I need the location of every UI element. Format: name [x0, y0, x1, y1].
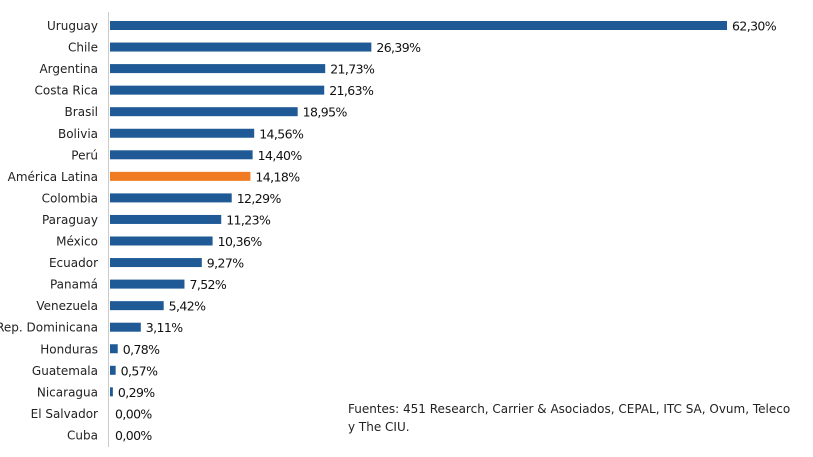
- category-label: Panamá: [50, 278, 98, 292]
- category-label: Nicaragua: [37, 385, 98, 399]
- category-label: Guatemala: [32, 364, 98, 378]
- bar: [110, 344, 118, 354]
- data-label: 21,63%: [329, 83, 374, 98]
- bar: [110, 42, 372, 52]
- category-label: Rep. Dominicana: [0, 321, 98, 335]
- category-label: Venezuela: [36, 299, 98, 313]
- data-label: 62,30%: [732, 19, 777, 34]
- category-labels: Uruguay Chile Argentina Costa Rica Brasil Bol…: [0, 19, 98, 442]
- bar: [110, 64, 326, 74]
- category-label: Bolivia: [58, 127, 98, 141]
- bar: [110, 171, 251, 181]
- bars: [110, 21, 727, 397]
- bar: [110, 193, 232, 203]
- category-label: Chile: [68, 41, 98, 55]
- bar: [110, 301, 164, 311]
- category-label: Paraguay: [42, 213, 98, 227]
- category-label: Honduras: [40, 342, 98, 356]
- bar: [110, 214, 222, 224]
- bar: [110, 85, 325, 95]
- category-label: Ecuador: [49, 256, 98, 270]
- bar: [110, 128, 255, 138]
- bar: [110, 365, 116, 375]
- source-note: Fuentes: 451 Research, Carrier & Asociad…: [348, 402, 791, 434]
- data-label: 0,78%: [123, 342, 160, 357]
- data-label: 14,56%: [259, 126, 304, 141]
- category-label: El Salvador: [31, 407, 98, 421]
- data-label: 14,18%: [255, 169, 300, 184]
- data-label: 0,00%: [115, 406, 152, 421]
- data-label: 0,00%: [115, 428, 152, 443]
- category-label: Uruguay: [47, 19, 98, 33]
- data-label: 11,23%: [226, 212, 271, 227]
- category-label: Brasil: [65, 105, 98, 119]
- category-label: Cuba: [67, 428, 98, 442]
- bar: [110, 387, 113, 397]
- bar: [110, 107, 298, 117]
- bar: [110, 279, 185, 289]
- category-label: Colombia: [42, 191, 98, 205]
- data-label: 5,42%: [169, 299, 206, 314]
- category-label: Costa Rica: [35, 84, 98, 98]
- data-label: 21,73%: [330, 62, 375, 77]
- category-label: América Latina: [8, 170, 98, 184]
- category-label: Perú: [71, 148, 98, 162]
- category-label: Argentina: [39, 62, 98, 76]
- data-label: 3,11%: [146, 320, 183, 335]
- bar: [110, 322, 141, 332]
- bar: [110, 236, 213, 246]
- category-label: México: [56, 235, 98, 249]
- data-label: 7,52%: [189, 277, 226, 292]
- bar: [110, 258, 202, 268]
- bar: [110, 21, 727, 30]
- data-label: 12,29%: [237, 191, 282, 206]
- value-labels: 62,30% 26,39%21,73% 21,63% 18,95% 14,56% 14,4…: [115, 19, 777, 443]
- data-label: 26,39%: [376, 40, 421, 55]
- data-label: 0,57%: [121, 363, 158, 378]
- data-label: 18,95%: [303, 105, 348, 120]
- data-label: 0,29%: [118, 385, 155, 400]
- data-label: 9,27%: [207, 256, 244, 271]
- bar: [110, 150, 253, 160]
- data-label: 10,36%: [218, 234, 263, 249]
- data-label: 14,40%: [258, 148, 303, 163]
